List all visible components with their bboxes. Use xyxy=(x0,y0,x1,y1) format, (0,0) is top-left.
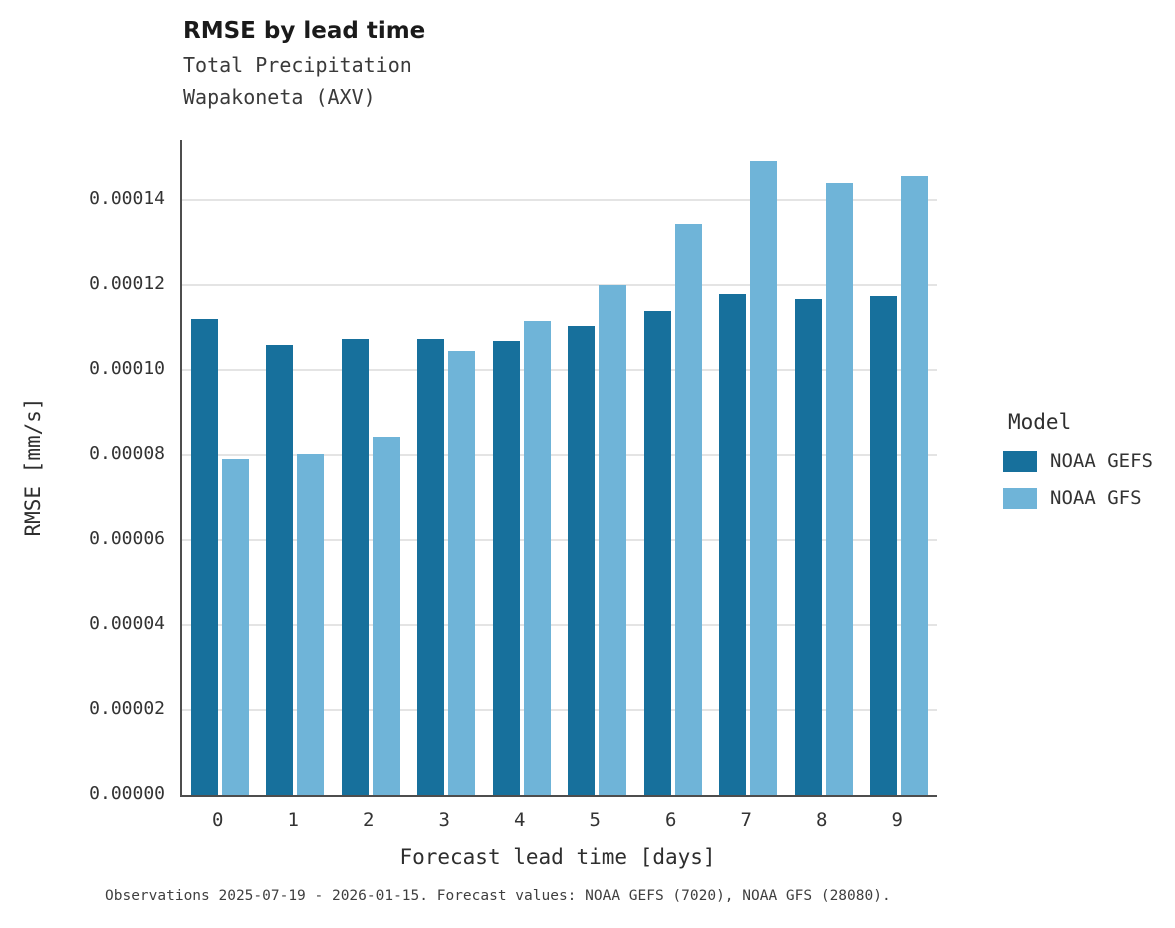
bar-series1-day6 xyxy=(674,223,702,795)
bar-series0-day8 xyxy=(794,298,822,795)
chart-title: RMSE by lead time xyxy=(183,18,426,44)
x-axis-label: Forecast lead time [days] xyxy=(399,845,716,869)
bar-series0-day0 xyxy=(190,319,218,795)
gridline xyxy=(182,624,937,626)
bar-series1-day9 xyxy=(901,176,929,795)
chart-caption: Observations 2025-07-19 - 2026-01-15. Fo… xyxy=(105,888,891,904)
gridline xyxy=(182,539,937,541)
x-tick-label: 7 xyxy=(740,809,752,831)
bar-series0-day7 xyxy=(719,293,747,795)
x-tick-label: 6 xyxy=(665,809,677,831)
legend-item-0: NOAA GEFS xyxy=(1003,450,1153,472)
legend-swatch xyxy=(1003,450,1037,472)
gridline xyxy=(182,709,937,711)
y-tick-label: 0.00002 xyxy=(89,698,165,719)
legend-item-1: NOAA GFS xyxy=(1003,487,1153,509)
y-tick-label: 0.00006 xyxy=(89,528,165,549)
y-tick-label: 0.00000 xyxy=(89,783,165,804)
bar-series0-day1 xyxy=(266,345,294,795)
x-tick-label: 3 xyxy=(438,809,450,831)
x-tick-label: 5 xyxy=(589,809,601,831)
bar-series1-day0 xyxy=(221,458,249,795)
x-tick-label: 9 xyxy=(891,809,903,831)
legend: Model NOAA GEFS NOAA GFS xyxy=(1003,410,1153,524)
bar-series0-day3 xyxy=(417,338,445,795)
gridline xyxy=(182,369,937,371)
bar-series1-day4 xyxy=(523,321,551,795)
gridline xyxy=(182,284,937,286)
legend-label: NOAA GEFS xyxy=(1050,450,1153,472)
y-tick-label: 0.00008 xyxy=(89,443,165,464)
bar-series0-day2 xyxy=(341,338,369,795)
legend-swatch xyxy=(1003,487,1037,509)
bar-series0-day9 xyxy=(870,296,898,795)
chart-subtitle-line2: Wapakoneta (AXV) xyxy=(183,85,376,109)
bar-series0-day4 xyxy=(492,341,520,795)
x-tick-label: 1 xyxy=(287,809,299,831)
gridline xyxy=(182,454,937,456)
bar-series1-day1 xyxy=(297,454,325,795)
y-tick-label: 0.00014 xyxy=(89,188,165,209)
bar-series1-day2 xyxy=(372,437,400,795)
bar-series1-day7 xyxy=(750,161,778,795)
y-tick-label: 0.00010 xyxy=(89,358,165,379)
x-tick-label: 0 xyxy=(212,809,224,831)
y-axis-label: RMSE [mm/s] xyxy=(21,397,45,537)
x-tick-label: 2 xyxy=(363,809,375,831)
bar-series1-day3 xyxy=(448,350,476,795)
bar-series0-day6 xyxy=(643,310,671,795)
chart-subtitle-line1: Total Precipitation xyxy=(183,53,412,77)
bar-series1-day5 xyxy=(599,285,627,795)
legend-title: Model xyxy=(1008,410,1072,434)
legend-items: NOAA GEFS NOAA GFS xyxy=(1003,450,1153,509)
plot-area xyxy=(180,140,937,797)
x-tick-label: 4 xyxy=(514,809,526,831)
y-tick-label: 0.00012 xyxy=(89,273,165,294)
legend-label: NOAA GFS xyxy=(1050,487,1142,509)
x-tick-label: 8 xyxy=(816,809,828,831)
bar-series1-day8 xyxy=(825,182,853,795)
gridline xyxy=(182,199,937,201)
bar-series0-day5 xyxy=(568,325,596,795)
y-tick-label: 0.00004 xyxy=(89,613,165,634)
